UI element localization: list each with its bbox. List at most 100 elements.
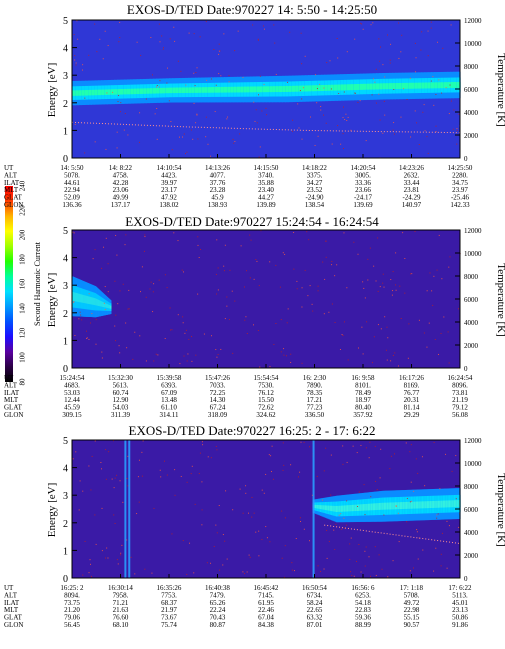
noise-speckle	[414, 231, 416, 233]
noise-speckle	[455, 498, 457, 500]
spectrogram-band-core	[256, 86, 261, 93]
spectrogram-band-core	[314, 85, 319, 92]
noise-speckle	[169, 38, 171, 40]
ephemeris-row-label: UT	[4, 164, 14, 172]
noise-speckle	[414, 110, 416, 112]
noise-speckle	[89, 322, 91, 324]
ephemeris-row-label: ALT	[4, 171, 18, 179]
noise-speckle	[330, 454, 332, 456]
noise-speckle	[101, 351, 103, 353]
spectrogram-band-core	[78, 90, 83, 96]
spectrogram-band-core	[381, 502, 384, 510]
y-tick-label: 1	[63, 546, 68, 557]
noise-speckle	[271, 445, 273, 447]
noise-speckle	[124, 244, 126, 246]
noise-speckle	[440, 565, 442, 567]
noise-speckle	[195, 122, 197, 124]
ephemeris-value: 23.52	[307, 186, 323, 194]
noise-speckle	[258, 156, 260, 158]
noise-speckle	[116, 147, 118, 149]
noise-speckle	[215, 84, 217, 86]
spectrogram-band-core	[375, 83, 380, 90]
ephemeris-value: 80.40	[355, 404, 371, 412]
spectrogram-band-core	[392, 83, 396, 90]
noise-speckle	[91, 455, 93, 457]
noise-speckle	[215, 273, 217, 275]
noise-speckle	[152, 291, 154, 293]
ephemeris-value: -24.17	[354, 194, 373, 202]
spectrogram-band-core	[333, 505, 336, 512]
noise-speckle	[409, 273, 411, 275]
ephemeris-value: 45.01	[452, 599, 468, 607]
noise-speckle	[193, 572, 195, 574]
noise-speckle	[331, 260, 333, 262]
noise-speckle	[216, 449, 218, 451]
spectrogram-band-core	[304, 85, 309, 92]
noise-speckle	[237, 30, 239, 32]
spectrogram-band-core	[414, 82, 419, 89]
y2-tick-label: 2000	[464, 552, 479, 560]
spectrogram-band-core	[398, 82, 403, 89]
ephemeris-value: 55.15	[404, 614, 420, 622]
ephemeris-value: 22.94	[64, 186, 80, 194]
spectrogram-band-core	[149, 88, 154, 94]
noise-speckle	[138, 459, 140, 461]
noise-speckle	[81, 319, 83, 321]
noise-speckle	[337, 57, 339, 59]
noise-speckle	[166, 67, 168, 69]
ephemeris-value: 76.60	[113, 614, 129, 622]
noise-speckle	[448, 266, 450, 268]
spectrogram-band-core	[217, 86, 222, 93]
noise-speckle	[122, 283, 124, 285]
noise-speckle	[218, 73, 220, 75]
y2-tick-label: 2000	[464, 132, 479, 140]
noise-speckle	[427, 55, 429, 57]
noise-speckle	[282, 442, 284, 444]
spectrogram-band-core	[369, 83, 374, 90]
y-tick-label: 3	[63, 71, 68, 82]
noise-speckle	[150, 281, 152, 283]
noise-speckle	[411, 500, 413, 502]
noise-speckle	[311, 494, 313, 496]
spectrogram-band-core	[107, 89, 112, 95]
noise-speckle	[354, 92, 356, 94]
colorbar-tick-label: 220	[19, 205, 27, 216]
ephemeris-value: 17: 6:22	[448, 584, 472, 592]
y-tick-label: 5	[63, 436, 68, 447]
spectrogram-band-core	[178, 87, 183, 94]
noise-speckle	[85, 330, 87, 332]
noise-speckle	[257, 94, 259, 96]
spectrogram-band-core	[420, 501, 423, 509]
noise-speckle	[253, 324, 255, 326]
noise-speckle	[364, 297, 366, 299]
noise-speckle	[402, 232, 404, 234]
noise-speckle	[91, 313, 93, 315]
noise-speckle	[81, 69, 83, 71]
noise-speckle	[113, 487, 115, 489]
spectrogram-band-core	[311, 85, 316, 92]
spectrogram-band-core	[453, 500, 456, 508]
colorbar-tick-label: 120	[19, 327, 27, 338]
spectrogram-band-core	[156, 88, 160, 94]
noise-speckle	[207, 143, 209, 145]
noise-speckle	[405, 442, 407, 444]
noise-speckle	[128, 308, 130, 310]
spectrogram-band-core	[440, 500, 443, 508]
spectrogram-band-core	[404, 501, 407, 509]
noise-speckle	[125, 234, 127, 236]
noise-speckle	[153, 283, 155, 285]
noise-speckle	[274, 42, 276, 44]
spectrogram-band-core	[317, 505, 320, 509]
noise-speckle	[144, 234, 146, 236]
noise-speckle	[174, 494, 176, 496]
spectrogram-band-core	[392, 502, 395, 510]
noise-speckle	[365, 140, 367, 142]
ephemeris-value: 18.97	[355, 396, 371, 404]
noise-speckle	[186, 360, 188, 362]
noise-speckle	[279, 286, 281, 288]
ephemeris-value: 12.44	[64, 396, 80, 404]
noise-speckle	[350, 537, 352, 539]
noise-speckle	[228, 75, 230, 77]
noise-speckle	[226, 305, 228, 307]
noise-speckle	[177, 314, 179, 316]
